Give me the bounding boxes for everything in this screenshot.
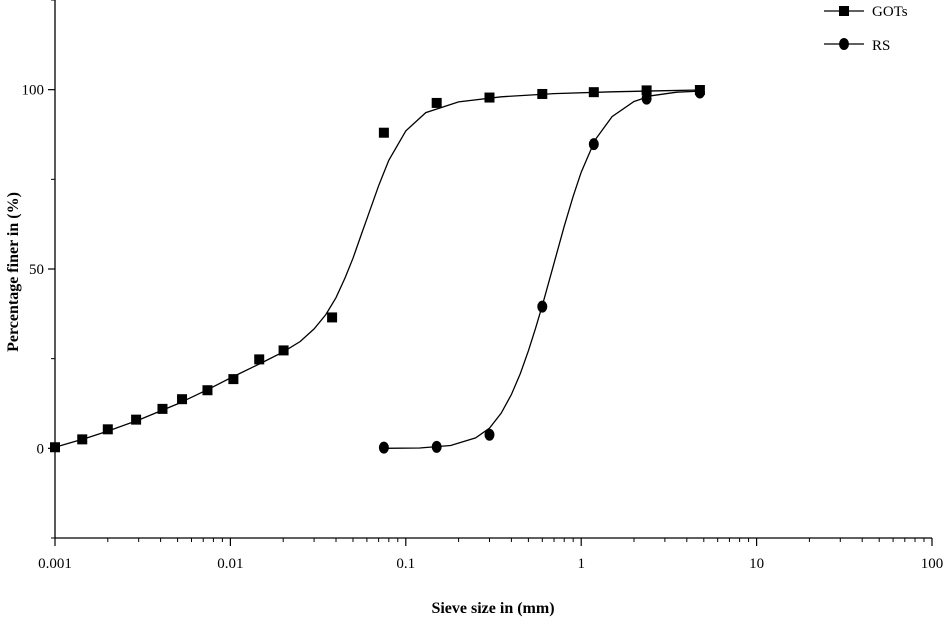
marker-rs <box>484 428 495 441</box>
marker-rs <box>588 138 599 151</box>
legend-marker-rs <box>839 38 849 50</box>
curve-rs <box>383 90 700 449</box>
marker-gots <box>378 127 389 138</box>
x-tick-label: 1 <box>577 556 585 572</box>
plot-frame <box>54 0 932 539</box>
marker-gots <box>50 442 60 453</box>
marker-rs <box>537 300 548 313</box>
marker-rs <box>641 92 652 105</box>
y-axis-ticks: 0 50 100 <box>22 0 55 539</box>
x-tick-label: 0.001 <box>38 556 72 572</box>
x-tick-label: 0.1 <box>396 556 415 572</box>
y-axis-title: Percentage finer in (%) <box>5 192 22 352</box>
marker-gots <box>431 97 442 108</box>
data-markers <box>50 85 705 454</box>
marker-gots <box>202 385 213 396</box>
fit-curves <box>54 89 700 449</box>
y-tick-label: 50 <box>29 262 44 278</box>
legend-item-gots: GOTs <box>824 4 908 20</box>
marker-rs <box>378 441 389 454</box>
marker-gots <box>228 374 239 385</box>
marker-rs <box>694 86 705 99</box>
marker-gots <box>484 92 495 103</box>
x-axis-title: Sieve size in (mm) <box>431 600 554 617</box>
curve-gots <box>54 89 700 448</box>
x-axis-ticks: 0.001 0.01 0.1 1 10 100 <box>38 538 943 572</box>
x-tick-label: 10 <box>749 556 764 572</box>
marker-gots <box>131 414 142 425</box>
legend-label-rs: RS <box>872 38 890 54</box>
marker-gots <box>537 88 548 99</box>
marker-gots <box>278 345 289 356</box>
legend: GOTs RS <box>824 4 908 54</box>
legend-item-rs: RS <box>824 38 890 54</box>
marker-gots <box>77 434 88 445</box>
marker-gots <box>102 424 113 435</box>
legend-marker-gots <box>839 6 849 16</box>
marker-gots <box>254 354 265 365</box>
x-tick-label: 100 <box>921 556 944 572</box>
y-tick-label: 100 <box>22 83 45 99</box>
marker-rs <box>431 440 442 453</box>
marker-gots <box>177 394 188 405</box>
legend-label-gots: GOTs <box>872 4 908 20</box>
marker-gots <box>327 312 338 323</box>
marker-gots <box>588 87 599 98</box>
marker-gots <box>157 403 168 414</box>
x-tick-label: 0.01 <box>217 556 243 572</box>
y-tick-label: 0 <box>37 441 45 457</box>
marker-gots <box>641 85 652 96</box>
